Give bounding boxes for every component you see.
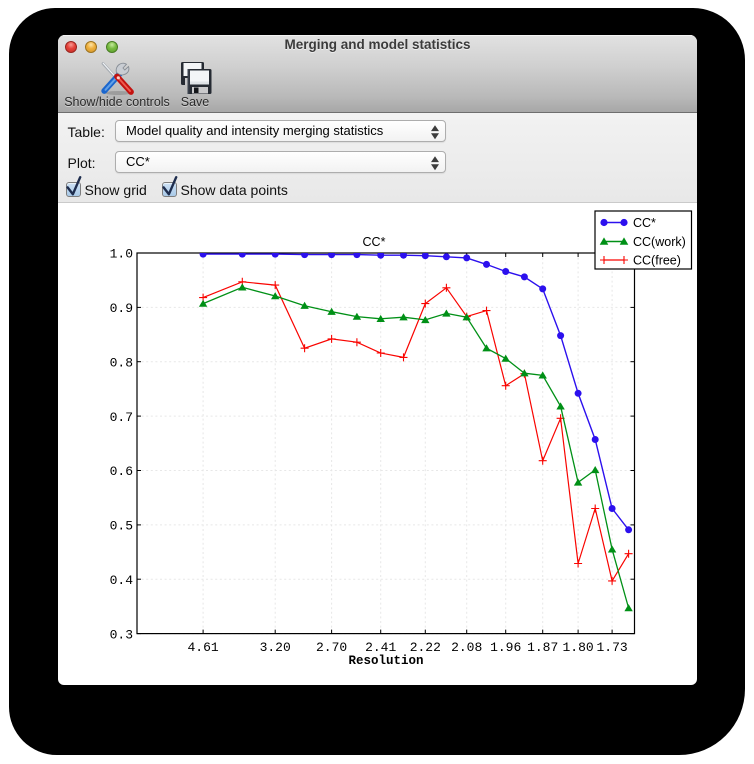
svg-text:0.8: 0.8 <box>110 355 133 370</box>
svg-text:CC*: CC* <box>633 216 656 230</box>
svg-text:3.20: 3.20 <box>260 640 291 655</box>
svg-text:1.73: 1.73 <box>596 640 627 655</box>
svg-text:0.6: 0.6 <box>110 464 133 479</box>
svg-text:0.9: 0.9 <box>110 301 133 316</box>
svg-text:CC(work): CC(work) <box>633 235 686 249</box>
svg-text:0.4: 0.4 <box>110 573 134 588</box>
svg-text:1.80: 1.80 <box>562 640 593 655</box>
svg-text:CC*: CC* <box>363 235 386 249</box>
svg-text:0.3: 0.3 <box>110 627 133 642</box>
svg-text:0.5: 0.5 <box>110 519 133 534</box>
svg-text:2.41: 2.41 <box>365 640 396 655</box>
svg-text:2.08: 2.08 <box>451 640 482 655</box>
svg-text:1.87: 1.87 <box>527 640 558 655</box>
svg-text:2.70: 2.70 <box>316 640 347 655</box>
svg-text:4.61: 4.61 <box>187 640 218 655</box>
svg-text:2.22: 2.22 <box>410 640 441 655</box>
svg-text:CC(free): CC(free) <box>633 254 681 268</box>
svg-text:0.7: 0.7 <box>110 410 133 425</box>
svg-text:Resolution: Resolution <box>348 654 423 668</box>
svg-text:1.96: 1.96 <box>490 640 521 655</box>
svg-text:1.0: 1.0 <box>110 247 133 262</box>
